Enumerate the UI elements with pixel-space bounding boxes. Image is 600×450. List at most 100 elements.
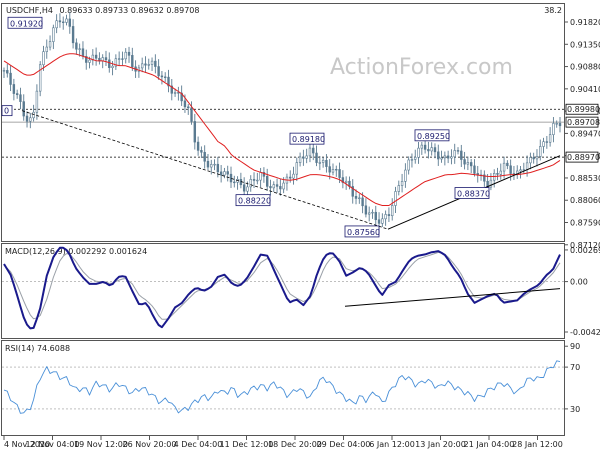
moving-average-line [3,53,561,206]
candle-body [499,170,502,175]
rsi-tick-label: 30 [570,405,580,414]
candle-body [275,184,279,187]
price-tick-label: 0.89470 [570,129,600,138]
macd-trend-line [344,288,561,307]
candle-body [502,162,506,172]
candle-body [262,172,266,177]
rsi-panel-frame [1,340,565,436]
price-tick-label: 0.90410 [570,85,600,94]
candle-body [295,162,299,175]
price-annotation-box [344,225,380,238]
candle-body [187,106,190,109]
candle-body [381,218,384,224]
candle-body [331,169,335,173]
price-tick-label: 0.88060 [570,196,600,205]
price-annotation-label: 0.89180 [292,135,325,144]
candle-body [94,54,98,59]
ohlc-values: 0.89633 0.89733 0.89632 0.89708 [60,6,200,15]
header-right-value: 38.2 [544,6,562,15]
candle-body [265,176,269,187]
rsi-tick-label: 70 [570,363,580,372]
candle-body [114,58,118,67]
candle-body [203,151,206,162]
candle-body [164,76,167,78]
candle-body [108,59,111,69]
x-tick-label: 19 Nov 12:00 [74,440,128,449]
candle-body [279,186,282,190]
candle-body [210,164,213,168]
rsi-y-axis: 90 70 30 [2,342,580,414]
candle-body [22,101,25,117]
candle-body [354,195,358,199]
candle-body [252,179,256,181]
candle-body [394,191,397,206]
candle-body [542,141,545,147]
candle-body [117,58,121,60]
candle-body [371,211,374,214]
candle-body [282,182,285,190]
candle-body [292,173,295,179]
candle-body [328,166,331,173]
candle-body [55,20,58,29]
left-marker-label: 0 [4,107,9,116]
price-annotation-box [414,129,450,142]
rsi-tick-label: 90 [570,342,580,351]
candle-body [196,141,200,151]
price-annotation-label: 0.91920 [10,19,43,28]
candle-body [144,63,147,66]
candle-body [216,163,220,173]
price-level-box [565,151,599,163]
candle-body [177,92,180,94]
candle-body [48,41,52,48]
candle-body [460,150,463,160]
candle-body [52,27,55,42]
x-tick-label: 26 Nov 20:00 [123,440,177,449]
candle-body [272,184,275,189]
candle-body [305,155,308,159]
candle-body [532,157,535,160]
candle-body [473,165,476,174]
candle-body [173,92,177,94]
candle-body [391,205,394,217]
candle-body [78,48,81,50]
price-tick-label: 0.87120 [570,241,600,250]
price-annotation-box [454,187,490,199]
candle-body [351,186,354,197]
candle-body [384,214,387,220]
price-level-box [565,116,599,128]
candle-body [414,156,417,160]
descending-trend-line [21,110,389,230]
macd-label: MACD(12,26,9) 0.002292 0.001624 [5,247,147,256]
price-annotation-box [289,132,325,145]
candle-body [548,134,552,143]
candle-body [302,156,305,159]
price-annotations: 0.91920 0.89180 0.88220 0.87560 0.89250 0.883… [1,16,490,238]
symbol-label: USDCHF,H4 [6,6,53,15]
candle-body [423,144,427,150]
candle-body [38,64,42,92]
price-annotation-label: 0.89250 [417,132,450,141]
candle-body [65,18,68,23]
candle-body [437,151,440,160]
candle-body [545,141,549,143]
candle-body [183,100,187,108]
candle-body [193,121,197,143]
candle-body [75,42,78,50]
candle-body [131,55,134,68]
candle-body [256,179,259,182]
price-level-label: 0.89708 [567,118,600,127]
macd-tick-label: -0.004289 [570,328,600,337]
candle-body [453,150,456,158]
candle-body [58,20,62,23]
candle-body [529,157,532,164]
candle-body [104,57,108,61]
x-tick-label: 13 Jan 20:00 [415,440,466,449]
candle-body [19,94,22,102]
candle-body [180,92,183,102]
candle-body [71,26,75,44]
candle-body [506,162,509,167]
macd-tick-label: 0.00 [570,278,588,287]
price-levels: 0.89980 0.89708 0.88970 [2,103,600,163]
